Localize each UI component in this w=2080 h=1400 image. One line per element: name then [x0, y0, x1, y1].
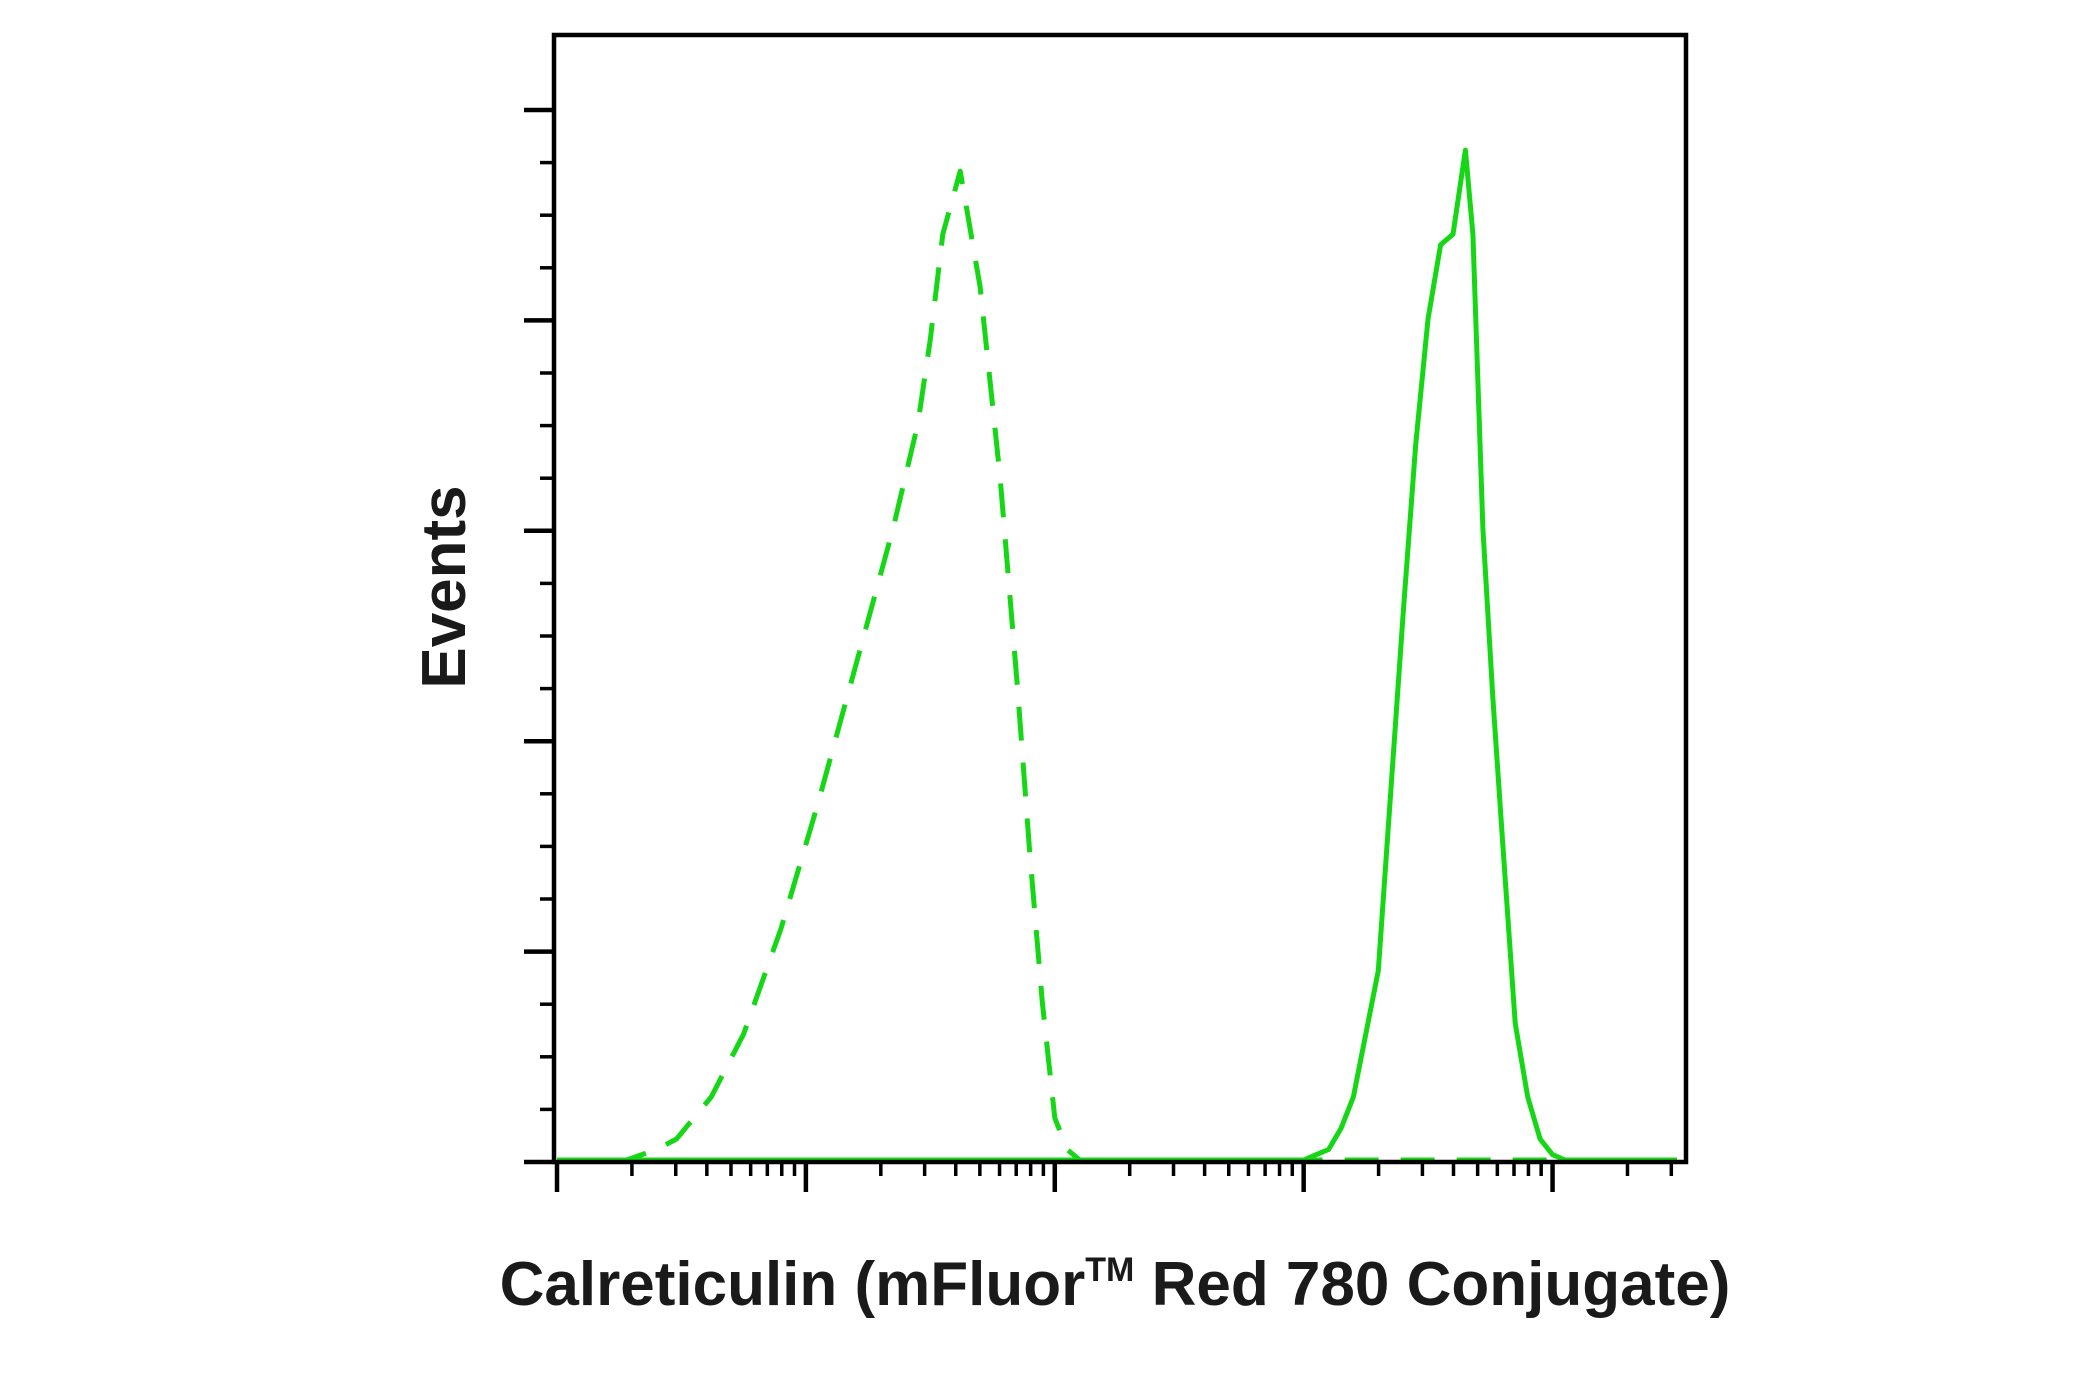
- y-axis-label: Events: [410, 485, 479, 688]
- x-axis-label-suffix: Red 780 Conjugate): [1134, 1250, 1730, 1319]
- plot-layer: [557, 147, 1677, 1163]
- x-axis-label: Calreticulin (mFluorTM Red 780 Conjugate…: [500, 1250, 1731, 1319]
- plot-frame: [551, 32, 1689, 1165]
- axis-layer: [524, 32, 1689, 1192]
- series-control-dashed-line: [557, 168, 1677, 1163]
- series-calreticulin-solid-line: [557, 147, 1677, 1163]
- x-axis-label-superscript: TM: [1085, 1251, 1134, 1289]
- x-axis-label-main: Calreticulin (mFluor: [500, 1250, 1086, 1319]
